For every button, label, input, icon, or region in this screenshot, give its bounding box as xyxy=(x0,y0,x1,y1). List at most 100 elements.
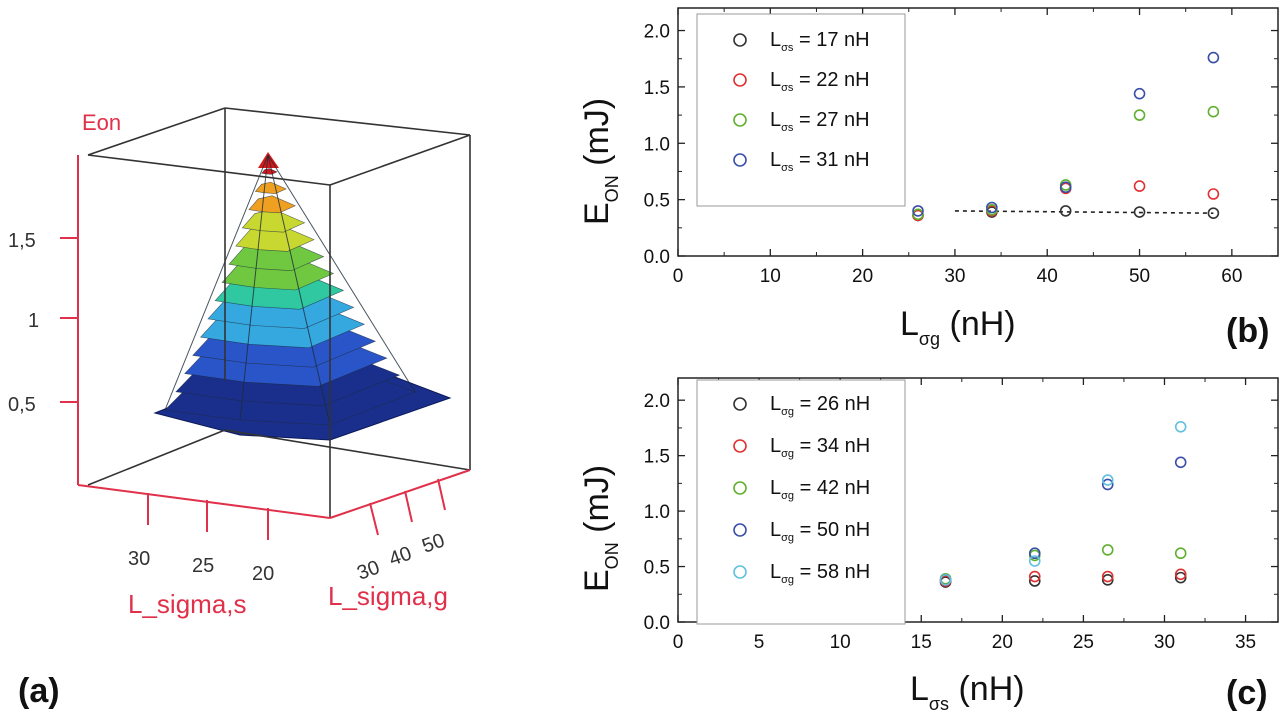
data-point xyxy=(1101,570,1114,583)
trend-dashed-line xyxy=(954,210,1214,214)
x-tick-label: 0 xyxy=(673,632,684,653)
legend-entry: Lσg = 26 nH xyxy=(770,393,870,418)
surface-mesh-line xyxy=(164,154,269,411)
data-point xyxy=(912,205,924,217)
legend: Lσg = 26 nH Lσg = 34 nH Lσg = 42 nH Lσg = 5… xyxy=(733,393,870,586)
s-axis-label: L_sigma,s xyxy=(128,589,247,619)
y-tick-label: 2.0 xyxy=(644,391,670,412)
x-tick-label: 10 xyxy=(830,632,851,653)
tick-labels: 0 5 10 15 20 25 30 35 0.0 0.5 1.0 1.5 2.0 xyxy=(644,391,1257,653)
legend-marker xyxy=(733,523,747,537)
data-point xyxy=(1028,570,1041,583)
surface-band xyxy=(261,168,278,175)
legend-marker xyxy=(733,113,747,127)
data-point xyxy=(1028,555,1041,567)
y-axis-label: EON (mJ) xyxy=(578,98,622,225)
tick-labels: 0 10 20 30 40 50 60 0.0 0.5 1.0 1.5 2.0 xyxy=(644,22,1243,287)
data-point xyxy=(1174,547,1187,560)
plot-frame xyxy=(677,377,1279,623)
y-tick-label: 1.5 xyxy=(644,447,670,468)
data-point xyxy=(1059,181,1072,194)
legend-marker xyxy=(733,73,747,87)
legend-marker xyxy=(733,481,747,495)
z-tick-label: 0,5 xyxy=(8,394,36,416)
legend-entry: Lσs = 31 nH xyxy=(770,149,870,174)
x-tick-label: 60 xyxy=(1221,266,1242,287)
panel-a-3d-plot: Eon 1,5 1 0,5 30 25 20 30 40 50 L_sigma,… xyxy=(8,107,471,710)
data-point xyxy=(1174,456,1187,469)
data-point xyxy=(1174,571,1187,584)
s-tick-label: 20 xyxy=(252,563,274,585)
y-tick-label: 0.0 xyxy=(644,613,670,634)
x-axis-label: Lσs (nH) xyxy=(910,670,1025,714)
y-tick-label: 1.0 xyxy=(644,134,670,155)
legend-box xyxy=(696,379,906,625)
panel-c-chart: 0 5 10 15 20 25 30 35 0.0 0.5 1.0 1.5 2.0 Lσg = 26 n… xyxy=(578,377,1279,714)
x-tick-label: 30 xyxy=(944,266,965,287)
surface-mesh-line xyxy=(267,154,331,426)
x-tick-label: 30 xyxy=(1154,632,1175,653)
y-tick-label: 0.0 xyxy=(644,247,670,268)
s-tick-label: 25 xyxy=(192,555,214,577)
surface-plot xyxy=(153,152,452,441)
data-point xyxy=(1101,474,1114,486)
data-point xyxy=(1028,547,1041,560)
data-point xyxy=(1133,206,1146,218)
x-tick-label: 35 xyxy=(1235,632,1256,653)
legend-entry: Lσg = 58 nH xyxy=(770,561,870,586)
data-point xyxy=(1101,544,1114,556)
plot-frame xyxy=(677,7,1279,257)
surface-mesh-line xyxy=(239,154,269,421)
surface-band xyxy=(248,195,296,214)
box-frame xyxy=(87,107,471,518)
y-axis-label: EON (mJ) xyxy=(578,465,622,592)
g-tick-label: 40 xyxy=(386,542,414,570)
x-axis-label: Lσg (nH) xyxy=(900,305,1016,349)
panel-label-c: (c) xyxy=(1226,674,1268,712)
data-point xyxy=(1133,109,1146,121)
legend-marker xyxy=(733,33,747,47)
x-tick-label: 15 xyxy=(911,632,932,653)
data-point xyxy=(912,208,924,221)
data-point xyxy=(1207,105,1220,118)
legend-box xyxy=(696,13,906,207)
surface-mesh-line xyxy=(267,154,416,393)
data-point xyxy=(1174,420,1187,433)
data-point xyxy=(1207,188,1220,200)
y-tick-label: 1.0 xyxy=(644,502,670,523)
box-frame-red xyxy=(60,155,471,540)
data-point xyxy=(1028,575,1041,587)
legend-entry: Lσs = 17 nH xyxy=(770,29,870,54)
legend-marker xyxy=(733,565,747,579)
data-point xyxy=(939,574,952,586)
data-points xyxy=(912,51,1220,222)
data-point xyxy=(986,201,998,214)
data-point xyxy=(1133,87,1146,100)
g-axis-label: L_sigma,g xyxy=(328,581,448,611)
surface-peak xyxy=(258,152,279,168)
g-tick-label: 50 xyxy=(419,529,447,557)
data-point xyxy=(1101,574,1114,586)
x-tick-label: 20 xyxy=(992,632,1013,653)
data-point xyxy=(1059,205,1072,217)
y-tick-label: 1.5 xyxy=(644,78,670,99)
legend-entry: Lσg = 34 nH xyxy=(770,435,870,460)
tick-marks xyxy=(677,8,1278,257)
surface-band xyxy=(254,181,287,194)
y-tick-label: 0.5 xyxy=(644,191,670,212)
panel-label-b: (b) xyxy=(1226,312,1269,350)
legend-entry: Lσg = 50 nH xyxy=(770,519,870,544)
panel-b-chart: 0 10 20 30 40 50 60 0.0 0.5 1.0 1.5 2.0 Lσs = 17 nH… xyxy=(578,7,1279,350)
y-tick-label: 2.0 xyxy=(644,22,670,43)
y-tick-label: 0.5 xyxy=(644,558,670,579)
legend-marker xyxy=(733,153,747,167)
legend-entry: Lσg = 42 nH xyxy=(770,477,870,502)
s-tick-label: 30 xyxy=(128,548,150,570)
x-tick-label: 40 xyxy=(1037,266,1058,287)
surface-band xyxy=(241,208,306,233)
legend-marker xyxy=(733,397,747,411)
x-tick-label: 10 xyxy=(760,266,781,287)
x-tick-label: 5 xyxy=(754,632,765,653)
data-point xyxy=(1207,51,1220,64)
